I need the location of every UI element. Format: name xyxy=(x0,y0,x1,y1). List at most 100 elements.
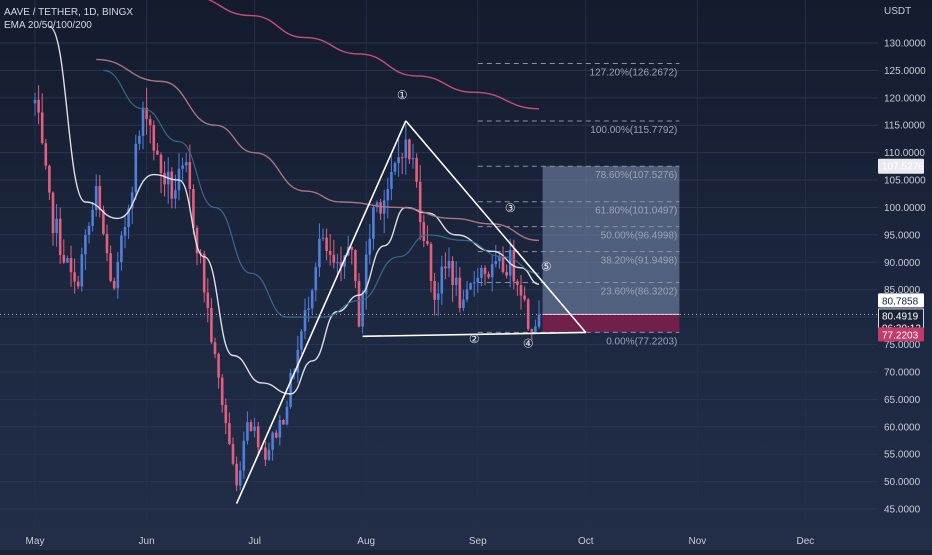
candle-body xyxy=(213,342,217,354)
candle-body xyxy=(278,419,282,438)
candle-body xyxy=(51,192,55,234)
y-tick-label: 65.0000 xyxy=(884,395,921,406)
candle-body xyxy=(444,266,447,269)
candle-body xyxy=(296,349,300,373)
candle-body xyxy=(210,308,213,343)
candle-body xyxy=(195,227,199,254)
candle-body xyxy=(98,186,102,210)
ema-layer xyxy=(49,0,540,395)
y-tick-label: 110.0000 xyxy=(884,148,925,159)
y-tick-label: 70.0000 xyxy=(884,367,921,378)
current-price-a-label: 80.7858 xyxy=(882,296,919,307)
y-tick-label: 75.0000 xyxy=(884,340,921,351)
x-tick-label: Oct xyxy=(578,536,594,547)
candle-body xyxy=(87,225,91,235)
y-tick-label: 130.0000 xyxy=(884,39,926,50)
candle-body xyxy=(465,289,469,300)
y-tick-label: 115.0000 xyxy=(884,121,925,132)
candle-body xyxy=(469,283,472,290)
y-axis-unit: USDT xyxy=(884,6,911,17)
y-tick-label: 55.0000 xyxy=(884,450,921,461)
candle-body xyxy=(130,192,134,209)
x-tick-label: Dec xyxy=(797,536,815,547)
candle-body xyxy=(447,261,451,269)
time-axis-layer: May Jun Jul Aug Sep Oct Nov Dec xyxy=(26,536,815,547)
candle-body xyxy=(84,234,87,255)
candle-body xyxy=(282,419,285,425)
candle-body xyxy=(408,139,411,160)
candle-body xyxy=(192,188,195,228)
candle-body xyxy=(274,432,278,438)
pattern-line xyxy=(405,120,587,333)
candle-body xyxy=(238,470,242,486)
stop-price-label: 77.2203 xyxy=(882,330,919,341)
candle-body xyxy=(48,165,51,193)
fib-label: 78.60%(107.5276) xyxy=(595,170,677,181)
candle-body xyxy=(429,243,433,282)
candle-body xyxy=(102,209,105,234)
candle-body xyxy=(404,139,408,158)
candle-body xyxy=(127,208,130,228)
candle-body xyxy=(357,280,361,327)
fib-label: 23.60%(86.3202) xyxy=(601,286,678,297)
candle-body xyxy=(487,273,490,278)
candle-body xyxy=(426,241,429,244)
fib-label: 38.20%(91.9498) xyxy=(601,256,678,267)
candle-body xyxy=(76,281,80,287)
candle-body xyxy=(393,163,397,172)
candle-body xyxy=(321,237,325,239)
candle-body xyxy=(105,233,109,254)
candle-body xyxy=(480,267,483,278)
candle-body xyxy=(354,249,357,281)
candle-body xyxy=(37,99,40,113)
candle-body xyxy=(440,266,444,294)
candle-body xyxy=(170,171,174,199)
wave-label: ② xyxy=(469,332,480,346)
candle-body xyxy=(476,277,480,283)
candle-body xyxy=(339,262,343,267)
candle-body xyxy=(300,331,303,350)
y-tick-label: 60.0000 xyxy=(884,422,921,433)
candle-body xyxy=(498,256,501,262)
candle-body xyxy=(325,237,328,252)
candle-body xyxy=(33,99,37,104)
candle-body xyxy=(235,463,238,486)
y-tick-label: 50.0000 xyxy=(884,477,921,488)
candle-body xyxy=(368,238,372,255)
candle-body xyxy=(386,188,390,201)
candle-body xyxy=(246,422,249,441)
candle-body xyxy=(40,112,44,144)
candle-body xyxy=(66,258,69,263)
target-price-badge xyxy=(878,158,924,174)
pattern-layer: ① ② ③ ④ ⑤ xyxy=(235,88,587,504)
candle-body xyxy=(145,107,148,120)
target-zone xyxy=(542,166,680,315)
fib-label: 0.00%(77.2203) xyxy=(606,336,677,347)
wave-label: ③ xyxy=(505,201,516,215)
fib-label: 127.20%(126.2672) xyxy=(590,67,678,78)
candle-body xyxy=(451,261,454,286)
candle-body xyxy=(141,107,145,136)
fib-level-layer: 127.20%(126.2672) 100.00%(115.7792) 78.60%… xyxy=(477,62,680,347)
candle-body xyxy=(94,186,98,210)
candle-body xyxy=(163,173,166,185)
pattern-line xyxy=(362,331,586,338)
fib-label: 100.00%(115.7792) xyxy=(590,125,677,136)
candle-body xyxy=(174,190,177,199)
candle-body xyxy=(523,295,526,300)
candle-layer xyxy=(33,85,541,491)
candle-body xyxy=(55,218,58,234)
candle-body xyxy=(184,162,188,166)
candle-body xyxy=(436,293,440,300)
symbol-title[interactable]: AAVE / TETHER, 1D, BINGX xyxy=(4,7,134,18)
candle-body xyxy=(332,254,336,263)
candle-body xyxy=(188,162,192,189)
candle-body xyxy=(454,277,458,286)
y-tick-label: 100.0000 xyxy=(884,203,926,214)
indicator-legend[interactable]: EMA 20/50/100/200 xyxy=(4,20,92,31)
ema-line xyxy=(49,25,540,395)
ema-line xyxy=(96,58,540,242)
